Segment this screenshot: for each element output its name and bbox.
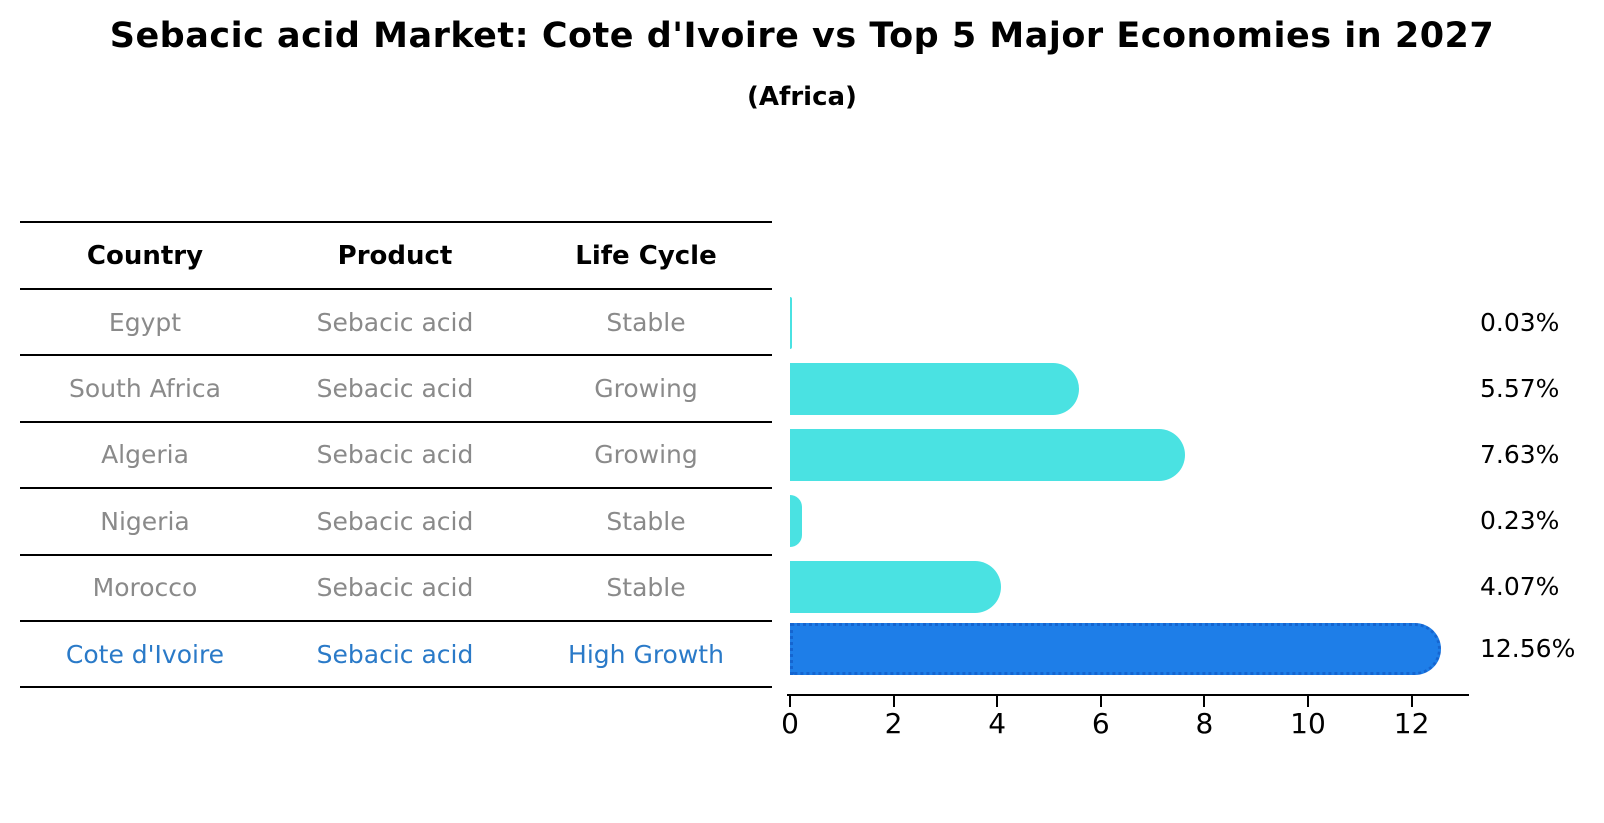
x-tick-label-8: 8 [1195,707,1214,740]
x-axis-line [787,694,1469,696]
chart-subtitle: (Africa) [747,82,857,112]
x-tick-12 [1410,696,1413,707]
table-row-nigeria: Nigeria Sebacic acid Stable [20,489,772,556]
cell-product: Sebacic acid [316,440,474,470]
cell-product: Sebacic acid [316,639,474,669]
x-tick-6 [1099,696,1102,707]
x-tick-label-2: 2 [884,707,903,740]
x-tick-label-0: 0 [781,707,799,740]
cell-lifecycle: Growing [594,374,698,404]
cell-product: Sebacic acid [316,506,474,536]
cell-lifecycle: High Growth [568,639,724,669]
cell-country: Morocco [92,573,198,603]
bar-algeria [790,429,1186,481]
x-tick-8 [1203,696,1206,707]
table-row-egypt: Egypt Sebacic acid Stable [20,290,772,357]
value-label-egypt: 0.03% [1480,308,1560,337]
value-label-south-africa: 5.57% [1480,374,1560,403]
cell-product: Sebacic acid [316,573,474,603]
cell-country: Egypt [108,307,182,337]
bar-nigeria [790,495,802,547]
cell-lifecycle: Stable [606,506,686,536]
cell-country: Nigeria [100,506,190,536]
x-tick-10 [1307,696,1309,707]
cell-lifecycle: Growing [594,440,698,470]
x-tick-2 [892,696,895,707]
x-tick-label-4: 4 [988,707,1007,740]
column-header-country: Country [86,240,204,271]
table-row-algeria: Algeria Sebacic acid Growing [20,423,772,490]
cell-country: South Africa [69,374,221,404]
table-row-cote-d-ivoire: Cote d'Ivoire Sebacic acid High Growth [20,622,772,689]
chart-title: Sebacic acid Market: Cote d'Ivoire vs To… [109,16,1495,56]
x-tick-4 [996,696,999,707]
x-tick-0 [789,696,791,707]
x-tick-label-6: 6 [1091,707,1110,740]
table-row-morocco: Morocco Sebacic acid Stable [20,556,772,622]
column-header-lifecycle: Life Cycle [575,240,717,271]
cell-lifecycle: Stable [606,307,686,337]
bar-egypt [790,297,792,349]
value-label-morocco: 4.07% [1480,572,1560,601]
table-header-row: Country Product Life Cycle [20,223,772,290]
value-label-nigeria: 0.23% [1480,506,1560,535]
x-tick-label-12: 12 [1393,707,1430,740]
column-header-product: Product [337,240,453,271]
cell-country: Algeria [101,440,189,470]
country-table: Country Product Life Cycle Egypt Sebacic… [20,221,772,689]
bar-south-africa [790,363,1079,415]
value-label-algeria: 7.63% [1480,440,1560,469]
cell-lifecycle: Stable [606,573,686,603]
cell-country: Cote d'Ivoire [65,639,225,669]
value-label-cote-d-ivoire: 12.56% [1480,634,1576,663]
table-row-south-africa: South Africa Sebacic acid Growing [20,356,772,423]
cell-product: Sebacic acid [316,307,474,337]
x-tick-label-10: 10 [1290,707,1326,740]
bar-cote-d-ivoire [790,623,1441,675]
bar-morocco [790,561,1001,613]
cell-product: Sebacic acid [316,374,474,404]
